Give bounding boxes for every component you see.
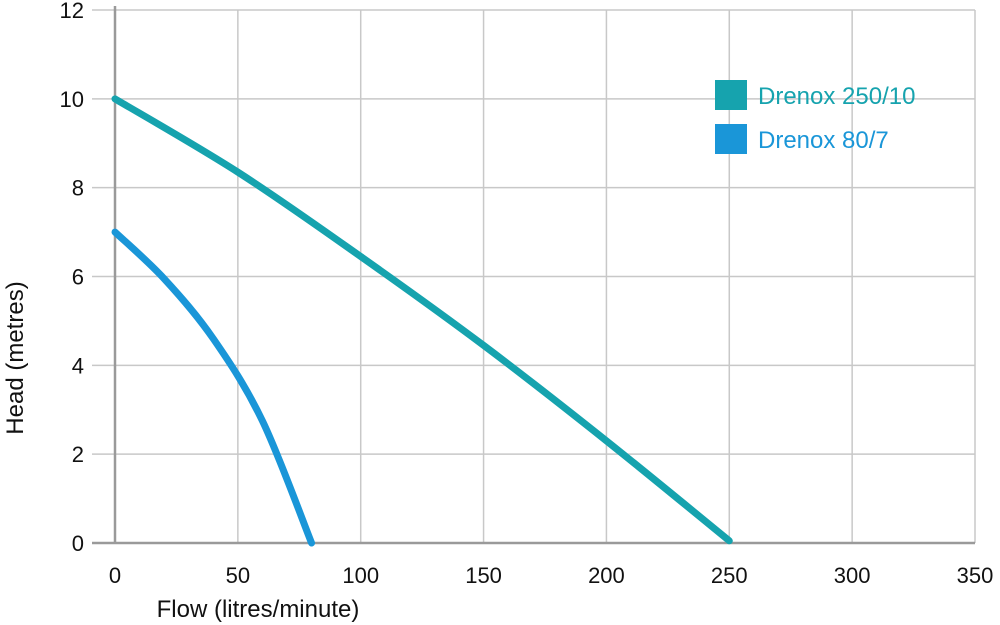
y-tick-label: 8: [72, 176, 84, 201]
tick-labels: 0 50 100 150 200 250 300 350 0 2 4 6 8 10 12: [60, 0, 994, 588]
x-tick-label: 0: [109, 563, 121, 588]
series-line-2: [111, 228, 316, 547]
legend-swatch: [715, 124, 747, 154]
x-tick-label: 250: [711, 563, 748, 588]
x-tick-label: 200: [588, 563, 625, 588]
legend-swatch: [715, 80, 747, 110]
legend: Drenox 250/10 Drenox 80/7: [715, 80, 915, 154]
legend-label: Drenox 250/10: [758, 83, 915, 110]
x-tick-label: 350: [957, 563, 994, 588]
x-axis-title: Flow (litres/minute): [157, 596, 360, 623]
grid: [92, 9, 976, 543]
series-lines: [111, 95, 733, 547]
y-tick-label: 2: [72, 442, 84, 467]
y-tick-label: 4: [72, 353, 84, 378]
y-tick-label: 0: [72, 531, 84, 556]
x-tick-label: 50: [226, 563, 250, 588]
y-tick-label: 10: [60, 87, 84, 112]
series-line-1: [111, 95, 733, 545]
y-tick-label: 6: [72, 265, 84, 290]
y-axis-title: Head (metres): [2, 281, 29, 434]
legend-label: Drenox 80/7: [758, 127, 889, 154]
y-tick-label: 12: [60, 0, 84, 23]
x-tick-label: 100: [342, 563, 379, 588]
x-tick-label: 300: [834, 563, 871, 588]
x-tick-label: 150: [465, 563, 502, 588]
